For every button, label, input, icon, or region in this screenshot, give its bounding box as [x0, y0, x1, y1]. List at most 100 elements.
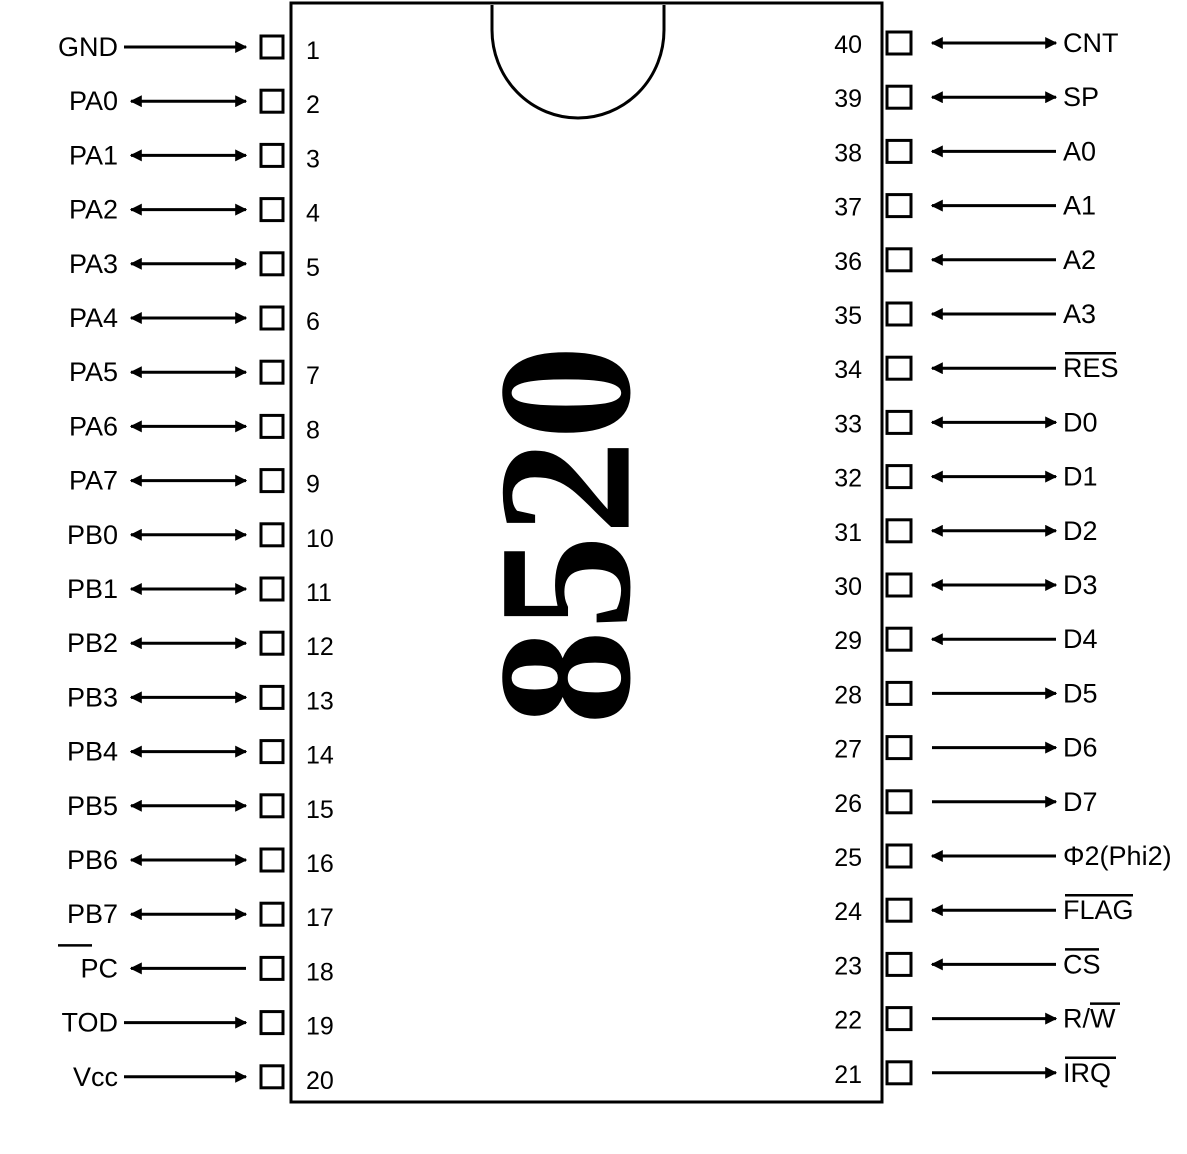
pin-number: 29 [834, 627, 862, 655]
pin-number: 32 [834, 465, 862, 493]
pin-pad [885, 1060, 913, 1086]
pin-row-right: 30 D3 [834, 570, 1097, 601]
pin-pad [885, 951, 913, 977]
pin-pad [885, 1006, 913, 1032]
pin-row-right: 24 FLAG [834, 893, 1134, 926]
chip-notch [490, 5, 666, 120]
pin-row-right: 31 D2 [834, 516, 1097, 547]
signal-label: PB6 [67, 845, 118, 875]
signal-label: Φ2(Phi2) [1063, 841, 1172, 871]
signal-label: PC [80, 953, 118, 983]
pin-pad [259, 684, 285, 710]
signal-label: SP [1063, 82, 1099, 112]
pin-number: 2 [306, 91, 320, 119]
signal-label: PA0 [69, 86, 118, 116]
pin-number: 34 [834, 356, 862, 384]
pin-row-right: 27 D6 [834, 733, 1097, 764]
pin-pad [259, 251, 285, 277]
pin-pad [885, 572, 913, 598]
pin-pad [259, 197, 285, 223]
pin-number: 20 [306, 1067, 334, 1095]
pin-row-left: 19 TOD [61, 1008, 333, 1041]
signal-label: PA2 [69, 195, 118, 225]
pin-pad [885, 355, 913, 381]
signal-label: A1 [1063, 191, 1096, 221]
signal-label: D0 [1063, 407, 1098, 437]
pin-pad [259, 305, 285, 331]
signal-label: PB2 [67, 628, 118, 658]
pin-row-left: 2 PA0 [69, 86, 320, 119]
pin-number: 39 [834, 85, 862, 113]
pin-number: 36 [834, 248, 862, 276]
pin-number: 18 [306, 958, 334, 986]
pin-row-left: 18 PC [58, 944, 334, 986]
pin-pad [885, 626, 913, 652]
pin-pad [259, 359, 285, 385]
signal-label: D3 [1063, 570, 1098, 600]
signal-label: PB4 [67, 737, 118, 767]
signal-label: PB7 [67, 899, 118, 929]
signal-label: A3 [1063, 299, 1096, 329]
signal-label: PB1 [67, 574, 118, 604]
signal-label: A2 [1063, 245, 1096, 275]
signal-label: IRQ [1063, 1058, 1111, 1088]
pin-row-right: 26 D7 [834, 787, 1097, 818]
pin-pad [259, 142, 285, 168]
signal-label: D5 [1063, 678, 1098, 708]
pin-pad [259, 793, 285, 819]
pin-pad [885, 680, 913, 706]
pin-pad [259, 739, 285, 765]
pin-number: 22 [834, 1007, 862, 1035]
pin-number: 23 [834, 952, 862, 980]
signal-label: A0 [1063, 136, 1096, 166]
signal-label: Vcc [73, 1062, 118, 1092]
pin-pad [885, 138, 913, 164]
pin-row-left: 9 PA7 [69, 466, 320, 499]
pin-number: 21 [834, 1061, 862, 1089]
pin-number: 24 [834, 898, 862, 926]
pin-pad [259, 522, 285, 548]
pin-row-left: 14 PB4 [67, 737, 334, 770]
pin-number: 8 [306, 416, 320, 444]
signal-label: PA4 [69, 303, 118, 333]
pin-row-left: 1 GND [58, 32, 320, 65]
pin-number: 31 [834, 519, 862, 547]
pin-row-right: 32 D1 [834, 462, 1097, 493]
pin-pad [259, 901, 285, 927]
pin-number: 37 [834, 194, 862, 222]
pin-pad [885, 518, 913, 544]
pin-row-right: 23 CS [834, 948, 1101, 980]
left-pins: 1 GND 2 PA0 3 PA1 4 PA2 5 PA3 6 PA4 7 PA5 8 PA6 9 PA7 10 PB… [58, 32, 334, 1095]
pin-number: 30 [834, 573, 862, 601]
pin-row-right: 38 A0 [834, 136, 1096, 167]
signal-label: D1 [1063, 462, 1098, 492]
pin-number: 9 [306, 471, 320, 499]
pin-row-left: 16 PB6 [67, 845, 334, 878]
pin-pad [259, 34, 285, 60]
pin-pad [259, 1010, 285, 1036]
pin-row-right: 39 SP [834, 82, 1099, 113]
right-pins: 40 CNT 39 SP 38 A0 37 A1 36 A2 35 A3 34 RES 33 D0 32 D1 31… [834, 28, 1171, 1089]
signal-label: PA1 [69, 140, 118, 170]
pin-row-left: 20 Vcc [73, 1062, 334, 1095]
pin-pad [259, 630, 285, 656]
pin-row-right: 28 D5 [834, 678, 1097, 709]
signal-label: FLAG [1063, 895, 1134, 925]
pin-number: 4 [306, 200, 320, 228]
pin-row-left: 7 PA5 [69, 357, 320, 390]
pin-pad [885, 30, 913, 56]
chip-label: 8520 [461, 345, 671, 725]
signal-label: PB3 [67, 682, 118, 712]
pin-row-left: 10 PB0 [67, 520, 334, 553]
pin-row-right: 37 A1 [834, 191, 1096, 222]
pin-pad [885, 897, 913, 923]
pin-number: 16 [306, 850, 334, 878]
pin-pad [885, 789, 913, 815]
pin-row-left: 4 PA2 [69, 195, 320, 228]
pin-pad [259, 576, 285, 602]
pin-pad [885, 735, 913, 761]
pin-number: 12 [306, 633, 334, 661]
pin-pad [885, 193, 913, 219]
pin-pad [885, 409, 913, 435]
signal-label: PB0 [67, 520, 118, 550]
